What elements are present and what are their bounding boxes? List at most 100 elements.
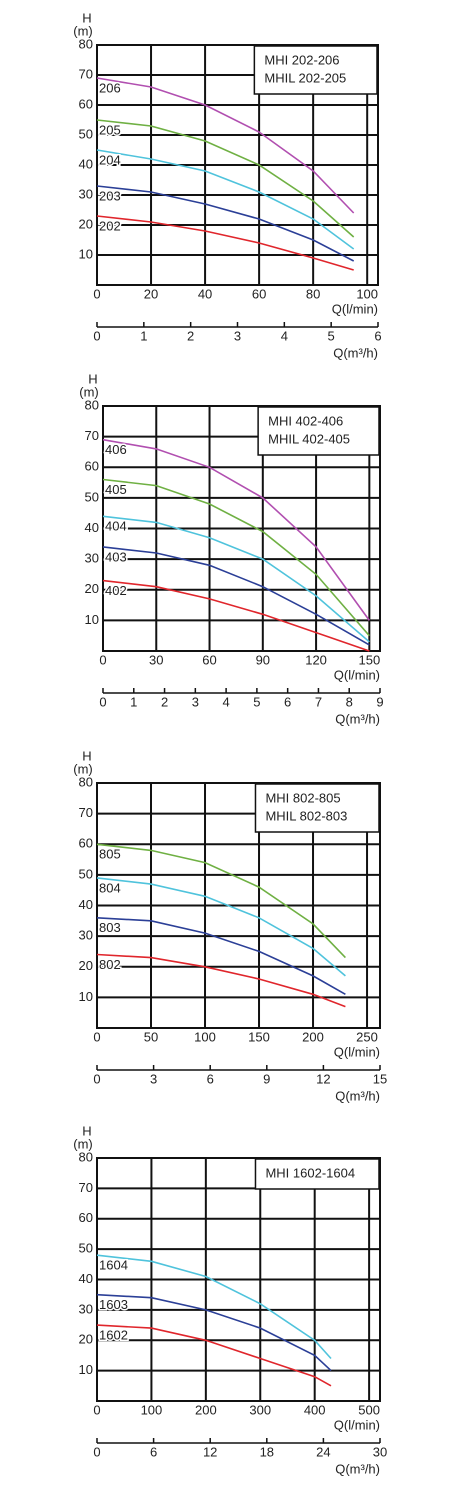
x2-axis-title: Q(m³/h) [335, 1088, 380, 1103]
x-axis-title: Q(l/min) [334, 1044, 380, 1059]
x-tick-label: 0 [99, 652, 106, 667]
y-tick-label: 80 [79, 774, 93, 789]
x2-tick-label: 6 [207, 1071, 214, 1086]
y-tick-label: 50 [85, 489, 99, 504]
x2-axis-title: Q(m³/h) [333, 345, 378, 360]
x2-tick-label: 7 [315, 694, 322, 709]
x-tick-label: 0 [93, 1029, 100, 1044]
x-tick-label: 60 [202, 652, 216, 667]
y-tick-label: 10 [85, 612, 99, 627]
curve-label: 802 [99, 957, 121, 972]
model-label: MHI 202-206 [264, 52, 339, 67]
y-tick-label: 30 [79, 1301, 93, 1316]
y-tick-label: 70 [85, 428, 99, 443]
plot-frame [96, 1157, 381, 1402]
pump-curve [96, 215, 354, 271]
x-tick-label: 400 [304, 1402, 326, 1417]
y-tick-label: 10 [79, 989, 93, 1004]
x2-axis-title: Q(m³/h) [335, 711, 380, 726]
y-tick-label: 70 [79, 1180, 93, 1195]
y-tick-label: 20 [79, 1332, 93, 1347]
x2-tick-label: 0 [99, 694, 106, 709]
curve-label: 205 [99, 122, 121, 137]
y-tick-label: 60 [79, 1210, 93, 1225]
y-tick-label: 40 [79, 1271, 93, 1286]
curve-label: 1603 [99, 1297, 128, 1312]
x-tick-label: 90 [256, 652, 270, 667]
y-axis-unit: (m) [73, 1136, 93, 1151]
x-tick-label: 150 [248, 1029, 270, 1044]
curve-label: 403 [105, 549, 127, 564]
x2-tick-label: 18 [260, 1444, 274, 1459]
x-tick-label: 120 [305, 652, 327, 667]
pump-curve [96, 1254, 332, 1360]
curve-label: 402 [105, 583, 127, 598]
x-tick-label: 500 [358, 1402, 380, 1417]
y-tick-label: 40 [85, 520, 99, 535]
y-tick-label: 10 [79, 246, 93, 261]
pump-curve [102, 438, 370, 621]
x-tick-label: 20 [144, 286, 158, 301]
x-tick-label: 250 [356, 1029, 378, 1044]
x-tick-label: 200 [195, 1402, 217, 1417]
y-tick-label: 50 [79, 1241, 93, 1256]
y-axis-title: H [88, 371, 97, 386]
model-label: MHI 402-406 [268, 413, 343, 428]
x-axis-title: Q(l/min) [334, 1417, 380, 1432]
y-axis-title: H [82, 748, 91, 763]
y-axis-unit: (m) [73, 761, 93, 776]
pump-curve [96, 77, 355, 214]
x-tick-label: 80 [306, 286, 320, 301]
x-tick-label: 100 [141, 1402, 163, 1417]
pump-curve [102, 546, 370, 646]
x2-tick-label: 15 [373, 1071, 387, 1086]
y-tick-label: 60 [85, 459, 99, 474]
model-label: MHI 1602-1604 [265, 1165, 355, 1180]
y-tick-label: 60 [79, 836, 93, 851]
curve-label: 805 [99, 847, 121, 862]
pump-curve [96, 843, 346, 959]
y-tick-label: 30 [79, 928, 93, 943]
x-tick-label: 100 [356, 286, 378, 301]
curve-label: 1602 [99, 1328, 128, 1343]
x-axis-title: Q(l/min) [334, 667, 380, 682]
x2-tick-label: 12 [316, 1071, 330, 1086]
x-tick-label: 60 [252, 286, 266, 301]
x-tick-label: 150 [358, 652, 380, 667]
x2-tick-label: 3 [150, 1071, 157, 1086]
model-box [254, 1158, 380, 1190]
model-box [257, 406, 380, 456]
x2-tick-label: 9 [376, 694, 383, 709]
model-label: MHI 802-805 [265, 790, 340, 805]
curve-label: 405 [105, 482, 127, 497]
y-tick-label: 70 [79, 66, 93, 81]
x2-tick-label: 1 [140, 328, 147, 343]
y-tick-label: 60 [79, 96, 93, 111]
x-tick-label: 100 [194, 1029, 216, 1044]
x-tick-label: 0 [93, 286, 100, 301]
curve-label: 203 [99, 188, 121, 203]
model-box [253, 45, 378, 95]
y-tick-label: 40 [79, 897, 93, 912]
x2-tick-label: 5 [253, 694, 260, 709]
x2-tick-label: 12 [203, 1444, 217, 1459]
x-tick-label: 30 [149, 652, 163, 667]
pump-curve [96, 1324, 332, 1387]
pump-curve [96, 877, 346, 977]
y-axis-unit: (m) [79, 384, 99, 399]
y-tick-label: 30 [85, 551, 99, 566]
x2-tick-label: 0 [93, 1071, 100, 1086]
x2-tick-label: 3 [192, 694, 199, 709]
curve-label: 1604 [99, 1258, 128, 1273]
x2-tick-label: 24 [316, 1444, 330, 1459]
x2-axis-title: Q(m³/h) [335, 1461, 380, 1476]
x-tick-label: 50 [144, 1029, 158, 1044]
curve-label: 202 [99, 218, 121, 233]
x2-tick-label: 0 [93, 1444, 100, 1459]
pump-curve [102, 478, 370, 637]
y-axis-title: H [82, 1123, 91, 1138]
x2-tick-label: 4 [222, 694, 229, 709]
pump-curve [96, 149, 355, 250]
curve-label: 206 [99, 80, 121, 95]
x2-tick-label: 30 [373, 1444, 387, 1459]
